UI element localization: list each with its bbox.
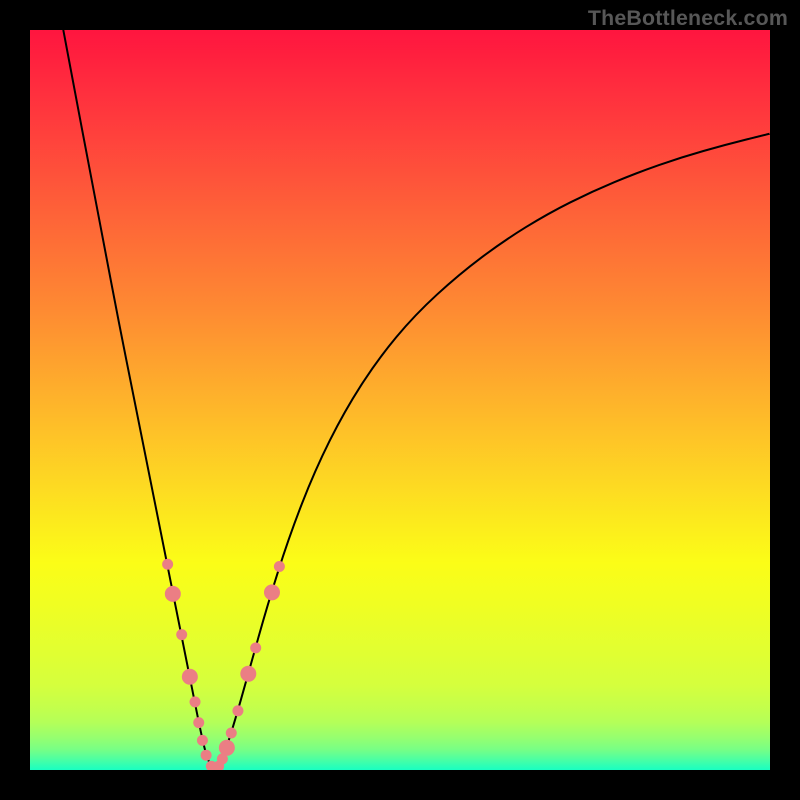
marker-dot [201,750,212,761]
marker-dot [240,666,256,682]
marker-dot [250,642,261,653]
curve-markers [162,559,285,770]
bottleneck-curve [63,30,770,767]
curve-layer [30,30,770,770]
marker-dot [232,705,243,716]
marker-dot [193,717,204,728]
marker-dot [165,586,181,602]
marker-dot [274,561,285,572]
marker-dot [162,559,173,570]
marker-dot [197,735,208,746]
marker-dot [182,669,198,685]
watermark-text: TheBottleneck.com [588,6,788,31]
marker-dot [226,728,237,739]
marker-dot [264,584,280,600]
plot-area [30,30,770,770]
chart-canvas: TheBottleneck.com [0,0,800,800]
marker-dot [176,629,187,640]
marker-dot [219,740,235,756]
marker-dot [190,696,201,707]
